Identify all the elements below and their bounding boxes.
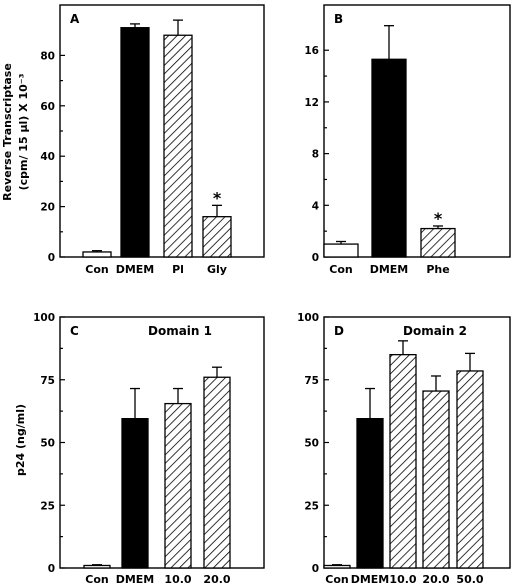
y-tick-label: 25 bbox=[40, 500, 55, 512]
x-tick-label: 10.0 bbox=[164, 573, 191, 586]
bar-10-0 bbox=[389, 353, 417, 569]
panel-label: A bbox=[70, 12, 80, 26]
y-tick-label: 40 bbox=[40, 151, 55, 163]
bar-con bbox=[83, 564, 111, 569]
y-tick-label: 50 bbox=[304, 438, 319, 450]
bar-20-0 bbox=[422, 390, 450, 569]
x-tick-label: DMEM bbox=[116, 263, 155, 276]
y-tick-label: 4 bbox=[312, 200, 319, 212]
bar-gly bbox=[202, 216, 232, 258]
x-tick-label: Pl bbox=[172, 263, 184, 276]
bar-pl bbox=[163, 34, 193, 258]
y-tick-label: 75 bbox=[40, 375, 55, 387]
panel-label: B bbox=[334, 12, 343, 26]
x-tick-label: Con bbox=[85, 573, 108, 586]
y-tick-label: 8 bbox=[312, 149, 319, 161]
x-tick-label: 10.0 bbox=[389, 573, 416, 586]
bar-50-0 bbox=[456, 370, 484, 569]
panel-d: 0 25 50 75 100 D Domain 2 Con DMEM 10.0 20.0 50.0 bbox=[297, 312, 511, 586]
plot-frame bbox=[59, 316, 265, 569]
bar-con bbox=[323, 243, 359, 258]
x-tick-label: Con bbox=[85, 263, 108, 276]
panel-title: Domain 2 bbox=[403, 324, 467, 338]
y-tick-label: 20 bbox=[40, 202, 55, 214]
bar-phe bbox=[420, 227, 456, 258]
x-tick-label: DMEM bbox=[351, 573, 390, 586]
x-tick-label: Con bbox=[329, 263, 352, 276]
y-axis-title-top-units: (cpm/ 15 µl) X 10⁻³ bbox=[17, 73, 30, 190]
significance-marker: * bbox=[434, 209, 443, 228]
y-tick-label: 100 bbox=[297, 312, 319, 324]
bar-dmem bbox=[120, 27, 150, 258]
y-axis-title-top: Reverse Transcriptase bbox=[1, 63, 14, 201]
bar-dmem bbox=[121, 418, 149, 569]
y-axis-title-bottom: p24 (ng/ml) bbox=[14, 404, 27, 476]
panel-label: C bbox=[70, 324, 79, 338]
bar-dmem bbox=[356, 418, 384, 569]
bar-10-0 bbox=[164, 402, 192, 569]
bar-dmem bbox=[371, 58, 407, 258]
y-tick-label: 12 bbox=[304, 97, 319, 109]
panel-a: 0 20 40 60 80 A Con DMEM Pl * Gly bbox=[40, 4, 265, 276]
x-tick-label: DMEM bbox=[116, 573, 155, 586]
significance-marker: * bbox=[213, 188, 222, 207]
panel-b: 0 4 8 12 16 B Con DMEM * Phe bbox=[304, 4, 511, 276]
bar-con bbox=[323, 564, 351, 569]
x-tick-label: DMEM bbox=[370, 263, 409, 276]
plot-frame bbox=[59, 4, 265, 258]
y-tick-label: 60 bbox=[40, 101, 55, 113]
y-tick-label: 50 bbox=[40, 438, 55, 450]
y-tick-label: 0 bbox=[312, 563, 319, 575]
panel-c: 0 25 50 75 100 C Domain 1 Con DMEM 10.0 20.0 bbox=[33, 312, 265, 586]
y-tick-label: 25 bbox=[304, 500, 319, 512]
y-tick-label: 0 bbox=[48, 252, 55, 264]
x-tick-label: Con bbox=[325, 573, 348, 586]
y-tick-label: 80 bbox=[40, 50, 55, 62]
y-tick-label: 0 bbox=[48, 563, 55, 575]
x-tick-label: Gly bbox=[207, 263, 227, 276]
y-tick-label: 0 bbox=[312, 252, 319, 264]
y-tick-label: 16 bbox=[304, 45, 319, 57]
x-tick-label: 20.0 bbox=[422, 573, 449, 586]
x-tick-label: Phe bbox=[426, 263, 449, 276]
plot-frame bbox=[323, 4, 511, 258]
panel-title: Domain 1 bbox=[148, 324, 212, 338]
y-tick-label: 100 bbox=[33, 312, 55, 324]
bar-20-0 bbox=[203, 376, 231, 569]
y-tick-label: 75 bbox=[304, 375, 319, 387]
x-tick-label: 20.0 bbox=[203, 573, 230, 586]
bar-con bbox=[82, 251, 112, 258]
x-tick-label: 50.0 bbox=[456, 573, 483, 586]
panel-label: D bbox=[334, 324, 344, 338]
